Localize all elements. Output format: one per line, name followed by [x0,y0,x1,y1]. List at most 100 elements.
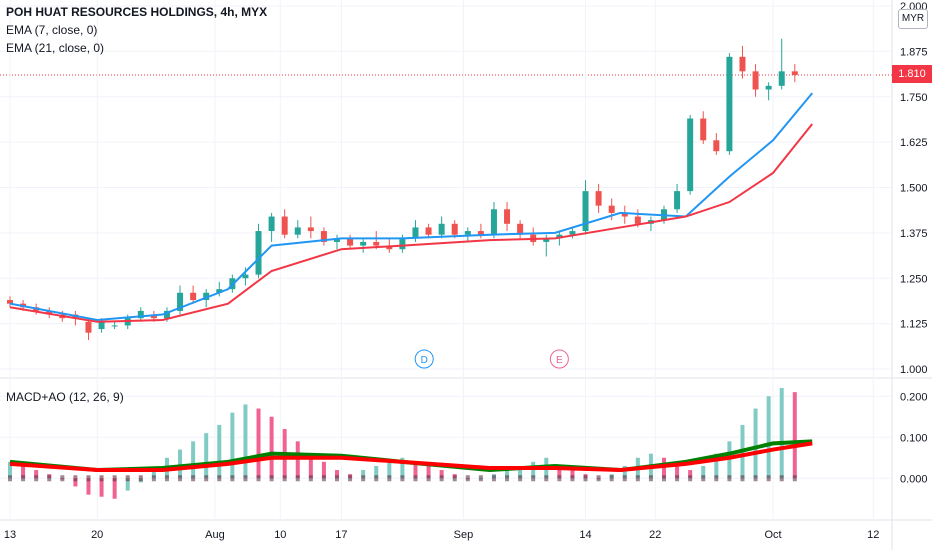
histogram-bar [557,465,562,479]
ao-dot [374,475,379,482]
candle-body [700,118,707,141]
time-tick-label: 14 [579,529,591,541]
histogram-bar [178,449,183,479]
ao-dot [86,475,91,482]
candle-body [386,245,393,250]
ao-dot [740,475,745,482]
histogram-bar [622,465,627,479]
ao-dot [753,475,758,482]
ao-dot [583,475,588,482]
candle-body [569,231,576,235]
histogram-bar [73,478,78,487]
time-axis: 13 20 Aug 10 17 Sep 14 22 Oct 12 [4,529,880,541]
ao-dot [648,475,653,482]
ao-dot [570,475,575,482]
candle-body [634,216,641,224]
histogram-bar [217,424,222,479]
ao-dot [60,475,65,482]
histogram-bar [151,470,156,479]
ao-dot [112,475,117,482]
histogram-bar [295,441,300,479]
candle-body [490,209,497,235]
ao-dot [727,475,732,482]
histogram-bar [374,465,379,479]
histogram-bar [191,441,196,479]
ema-lines [9,92,814,323]
ao-dot [191,475,196,482]
candle-body [739,56,746,72]
ao-dot [269,475,274,482]
histogram-bar [727,441,732,479]
oscillator-legend: MACD+AO (12, 26, 9) [6,388,124,406]
histogram-bar [243,404,248,479]
candle-body [504,209,511,224]
candle-body [137,310,144,319]
ao-dot [452,475,457,482]
candle-body [150,314,157,319]
candle-body [360,241,367,246]
time-tick-label: 22 [649,529,661,541]
ao-dot [779,475,784,482]
candle-body [320,231,327,242]
time-tick-label: 17 [335,529,347,541]
ao-dot [295,475,300,482]
candle-body [425,227,432,235]
ao-dot [426,475,431,482]
candle-body [791,71,798,75]
ao-dot [282,475,287,482]
histogram-bar [21,465,26,479]
ao-dot [609,475,614,482]
price-tick-label: 1.750 [900,92,928,104]
histogram-bar [204,433,209,479]
ao-dot [675,475,680,482]
osc-tick-label: 0.100 [900,432,928,444]
candle-body [399,238,406,250]
ao-dot [505,475,510,482]
candle-body [752,71,759,90]
candle-body [765,85,772,90]
candle-body [242,274,249,279]
histogram-bar [34,470,39,479]
histogram-bar [413,461,418,479]
candlestick-series [7,38,798,340]
candle-body [412,227,419,239]
signal-line [9,441,813,473]
ao-dot [413,475,418,482]
ao-dot [34,475,39,482]
histogram-bar [701,465,706,479]
candle-body [477,231,484,235]
price-tick-label: 1.250 [900,273,928,285]
histogram-bar [361,470,366,479]
ao-dot [99,475,104,482]
time-tick-label: Sep [454,529,474,541]
candle-body [347,238,354,246]
candle-body [517,223,524,235]
osc-tick-label: 0.200 [900,391,928,403]
candle-body [334,238,340,242]
histogram-bar [688,470,693,479]
candle-body [674,191,681,210]
candle-body [608,205,615,213]
price-tick-label: 1.000 [900,364,928,376]
ao-dot [714,475,719,482]
ao-dot [73,475,78,482]
ema-21-line [9,123,814,323]
candle-body [216,289,223,293]
ao-dot [151,475,156,482]
ao-dot [204,475,209,482]
histogram-bar [335,470,339,479]
price-tick-label: 1.875 [900,46,928,58]
histogram-bar [766,396,771,479]
candle-body [163,310,170,319]
ao-dot [164,475,169,482]
osc-tick-label: 0.000 [900,473,928,485]
ao-dot [478,475,483,482]
event-marker-label: E [556,355,563,366]
histogram-bar [230,412,235,479]
currency-button[interactable]: MYR [898,9,928,29]
ao-dot [491,475,496,482]
ao-dot [557,475,562,482]
